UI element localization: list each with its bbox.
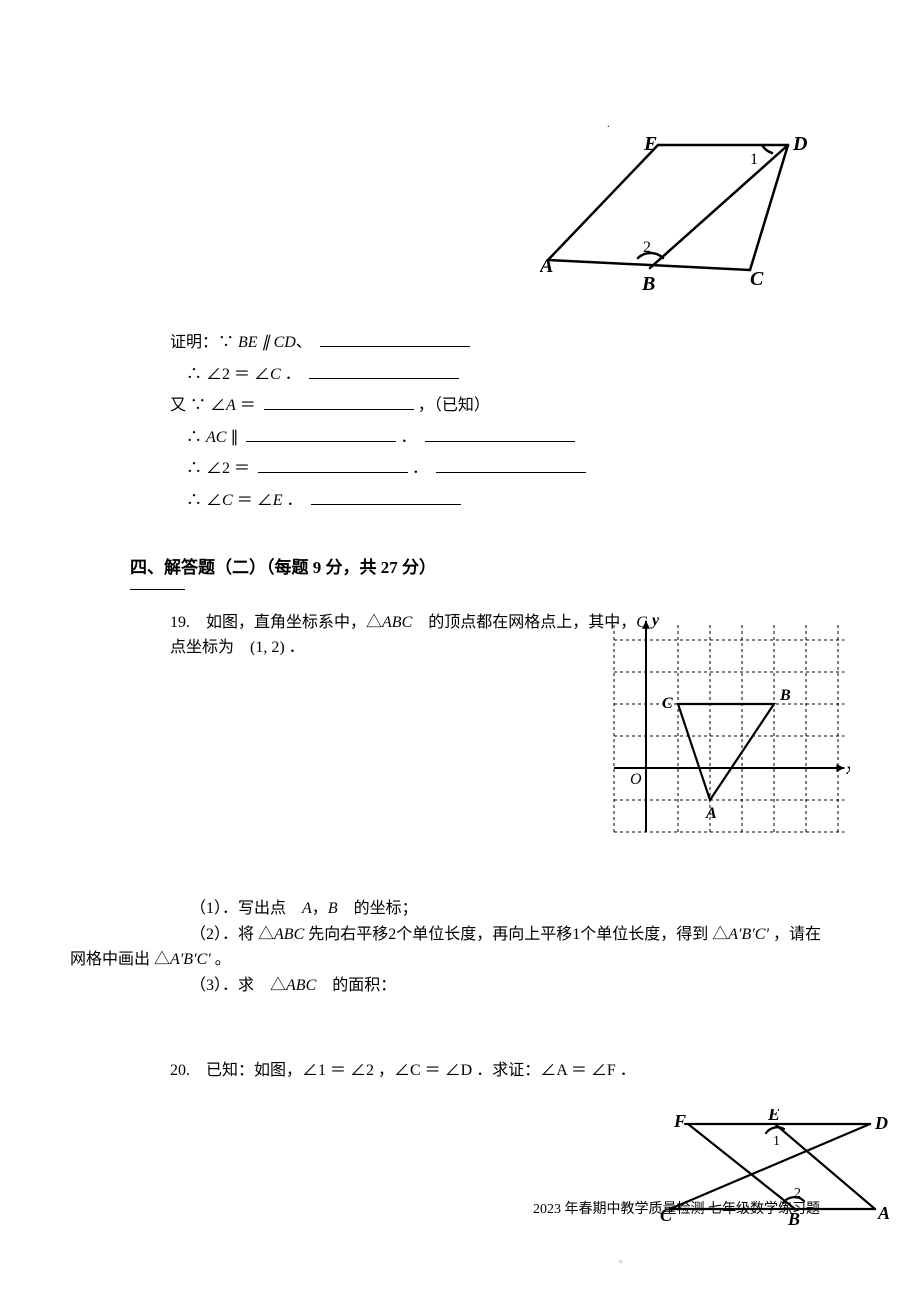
proof-line-1: 证明：∵ BE ∥ CD、 bbox=[170, 330, 870, 356]
blank bbox=[436, 456, 586, 473]
text: C bbox=[222, 492, 233, 509]
label-E: E bbox=[643, 133, 657, 155]
text: A bbox=[302, 900, 312, 917]
q19-subquestions: （1）．写出点 A，B 的坐标； （2）．将 △ABC 先向右平移2个单位长度，… bbox=[190, 896, 830, 998]
text: ＝ bbox=[236, 397, 260, 414]
text: 。 bbox=[211, 951, 231, 968]
blank bbox=[264, 393, 414, 410]
svg-text:A: A bbox=[705, 805, 717, 822]
label-D: D bbox=[874, 1113, 888, 1133]
text: AC bbox=[206, 429, 226, 446]
q20-stem: 20. 已知：如图，∠1 ＝ ∠2 ，∠C ＝ ∠D ．求证：∠A ＝ ∠F ． bbox=[170, 1058, 830, 1084]
blank bbox=[309, 362, 459, 379]
svg-text:C: C bbox=[662, 695, 673, 712]
section-underline bbox=[130, 589, 185, 590]
decoration-dot: ▫ bbox=[619, 1255, 623, 1271]
label-angle1: 1 bbox=[750, 151, 758, 168]
label-F: F bbox=[673, 1111, 686, 1131]
text: （2）．将 △ bbox=[190, 926, 274, 943]
text: ABC bbox=[286, 977, 316, 994]
q19-coordinate-grid: x y O A B C bbox=[610, 610, 850, 844]
text: A′B′C′ bbox=[170, 951, 211, 968]
text: 又 ∵ ∠ bbox=[170, 397, 226, 414]
text: A′B′C′ bbox=[728, 926, 769, 943]
proof-line-5: ∴ ∠2 ＝ ． bbox=[170, 456, 870, 482]
blank bbox=[425, 425, 575, 442]
text: ∴ bbox=[186, 429, 206, 446]
text: 19. 如图，直角坐标系中，△ bbox=[170, 614, 382, 631]
label-A: A bbox=[540, 255, 553, 277]
label-B: B bbox=[641, 273, 655, 295]
text: （3）．求 △ bbox=[190, 977, 286, 994]
proof-line-4: ∴ AC ∥ ． bbox=[170, 425, 870, 451]
blank bbox=[311, 488, 461, 505]
proof-line-2: ∴ ∠2 ＝ ∠C ． bbox=[170, 362, 870, 388]
text: （1）．写出点 bbox=[190, 900, 302, 917]
text: ． bbox=[412, 460, 428, 477]
text: 、 bbox=[296, 334, 312, 351]
svg-text:O: O bbox=[630, 771, 642, 788]
text: 证明：∵ bbox=[170, 334, 238, 351]
text: ABC bbox=[382, 614, 412, 631]
text: B bbox=[328, 900, 338, 917]
text: 先向右平移2个单位长度，再向上平移1个单位长度，得到 △ bbox=[304, 926, 728, 943]
q19-sub3: （3）．求 △ABC 的面积： bbox=[190, 973, 830, 999]
text: 的面积： bbox=[316, 977, 396, 994]
text: BE ∥ CD bbox=[238, 334, 296, 351]
text: 20. 已知：如图，∠1 ＝ ∠2 ，∠C ＝ ∠D ．求证：∠A ＝ ∠F ． bbox=[170, 1062, 636, 1079]
text: ABC bbox=[274, 926, 304, 943]
q19-sub2: （2）．将 △ABC 先向右平移2个单位长度，再向上平移1个单位长度，得到 △A… bbox=[70, 922, 830, 973]
text: A bbox=[226, 397, 236, 414]
label-C: C bbox=[750, 268, 764, 290]
proof-line-6: ∴ ∠C ＝ ∠E ． bbox=[170, 488, 870, 514]
svg-text:B: B bbox=[779, 687, 791, 704]
section-4-heading: 四、解答题（二）（每题 9 分，共 27 分） bbox=[130, 554, 870, 581]
blank bbox=[246, 425, 396, 442]
svg-text:x: x bbox=[845, 761, 850, 778]
text: E bbox=[273, 492, 283, 509]
proof-block: 证明：∵ BE ∥ CD、 ∴ ∠2 ＝ ∠C ． 又 ∵ ∠A ＝ ，（已知）… bbox=[170, 330, 870, 514]
text: ∴ ∠ bbox=[186, 492, 222, 509]
text: ． bbox=[400, 429, 416, 446]
text: ∥ bbox=[226, 429, 242, 446]
label-E: E bbox=[767, 1109, 780, 1124]
proof-line-3: 又 ∵ ∠A ＝ ，（已知） bbox=[170, 393, 870, 419]
question-19: 19. 如图，直角坐标系中，△ABC 的顶点都在网格点上，其中，C 点坐标为 (… bbox=[170, 610, 830, 999]
text: C bbox=[270, 366, 281, 383]
svg-text:y: y bbox=[650, 612, 660, 629]
text: 的顶点都在网格点上，其中， bbox=[412, 614, 636, 631]
figure-top-quadrilateral: A B C D E 1 2 bbox=[540, 130, 820, 309]
page-footer: 2023 年春期中教学质量检测 七年级数学练习题 bbox=[533, 1199, 820, 1221]
label-angle1: 1 bbox=[773, 1134, 780, 1149]
label-angle2: 2 bbox=[643, 239, 651, 256]
q19-sub1: （1）．写出点 A，B 的坐标； bbox=[190, 896, 830, 922]
blank bbox=[320, 330, 470, 347]
text: ，（已知） bbox=[418, 397, 490, 414]
text: ∴ ∠2 ＝ bbox=[186, 460, 254, 477]
blank bbox=[258, 456, 408, 473]
label-A: A bbox=[877, 1203, 890, 1223]
text: 的坐标； bbox=[338, 900, 418, 917]
text: ． bbox=[281, 366, 301, 383]
text: ∴ ∠2 ＝ ∠ bbox=[186, 366, 270, 383]
label-D: D bbox=[792, 133, 807, 155]
text: ， bbox=[312, 900, 328, 917]
q19-stem: 19. 如图，直角坐标系中，△ABC 的顶点都在网格点上，其中，C 点坐标为 (… bbox=[170, 610, 670, 661]
text: ＝ ∠ bbox=[233, 492, 273, 509]
text: ． bbox=[283, 492, 303, 509]
